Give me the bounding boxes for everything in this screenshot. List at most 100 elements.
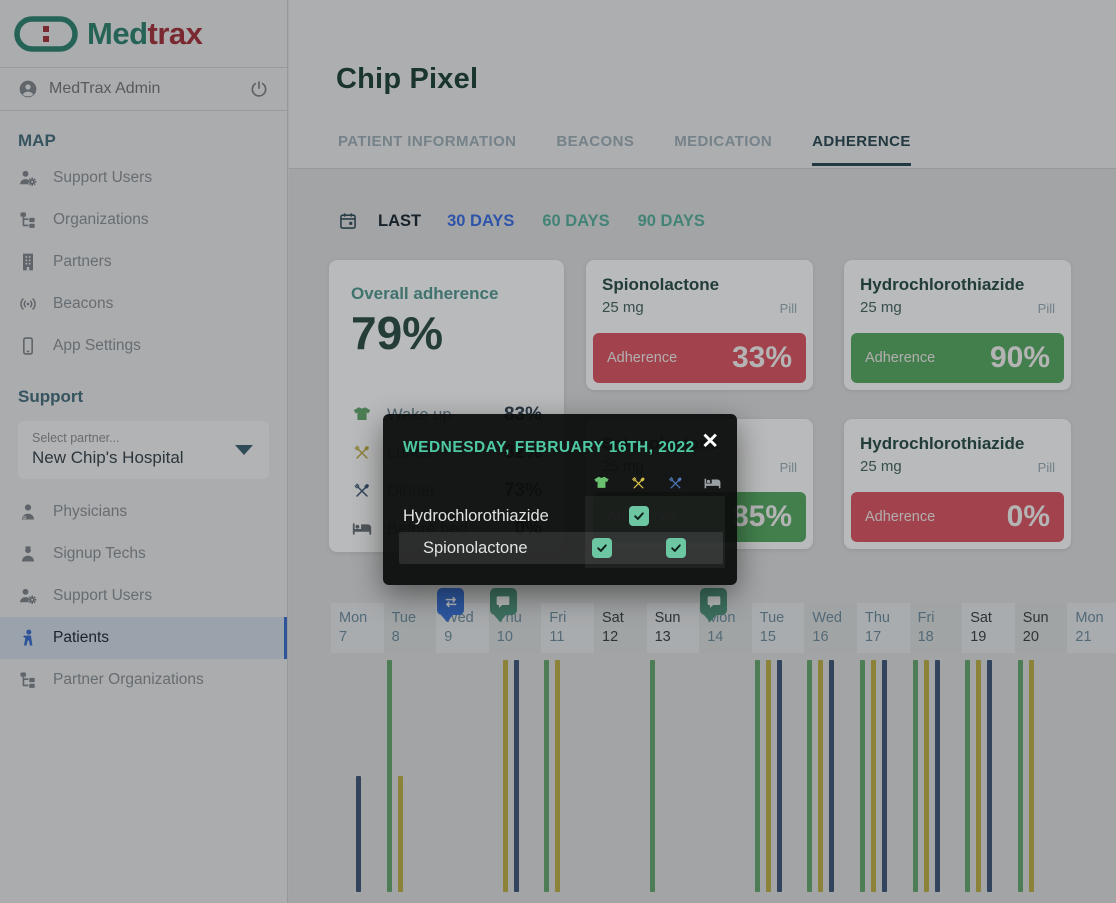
chart-day-thu-17[interactable]: Thu 17 xyxy=(857,603,910,653)
sidebar-item-label: Support Users xyxy=(53,169,153,186)
day-name: Mon xyxy=(339,610,368,626)
tooltip-row-hydrochlorothiazide: Hydrochlorothiazide xyxy=(383,500,737,532)
sidebar-section-header-support: Support xyxy=(18,387,84,406)
day-number: 9 xyxy=(444,628,453,645)
sidebar-item-signup-techs[interactable]: Signup Techs xyxy=(0,533,287,575)
close-icon[interactable]: ✕ xyxy=(701,430,719,453)
chart-day-tue-15[interactable]: Tue 15 xyxy=(752,603,805,653)
day-name: Mon xyxy=(1075,610,1104,626)
period-option-30-days[interactable]: 30 DAYS xyxy=(447,211,515,230)
day-number: 10 xyxy=(496,628,513,645)
tooltip-dose-cell-dinner[interactable] xyxy=(657,538,694,558)
tooltip-column-lunch xyxy=(620,474,657,493)
sidebar-item-label: Partners xyxy=(53,253,112,270)
sidebar-sections: MAP Support Users Organizations Partners Bea… xyxy=(0,111,287,701)
bar-wake-up-tue-8 xyxy=(386,660,392,892)
before-bed-icon xyxy=(351,518,373,540)
brand-logo[interactable]: Medtrax xyxy=(0,0,287,68)
chart-day-mon-7[interactable]: Mon 7 xyxy=(331,603,384,653)
tab-medication[interactable]: MEDICATION xyxy=(674,133,773,150)
bar-lunch-wed-16 xyxy=(818,660,824,892)
day-name: Wed xyxy=(812,610,842,626)
medication-dose: 25 mg xyxy=(860,458,902,475)
day-number: 19 xyxy=(970,628,987,645)
sidebar-item-support-users[interactable]: Support Users xyxy=(0,575,287,617)
logout-power-button[interactable] xyxy=(249,79,269,99)
period-option-90-days[interactable]: 90 DAYS xyxy=(637,211,705,230)
sidebar-item-patients[interactable]: Patients xyxy=(0,617,287,659)
sidebar-item-support-users[interactable]: Support Users xyxy=(0,157,287,199)
user-gear-icon xyxy=(18,168,38,188)
chart-day-fri-18[interactable]: Fri 18 xyxy=(909,603,963,653)
day-number: 16 xyxy=(812,628,829,645)
chart-day-wed-16[interactable]: Wed 16 xyxy=(804,603,857,653)
org-icon xyxy=(18,210,38,230)
tooltip-date-title: WEDNESDAY, FEBRUARY 16TH, 2022 xyxy=(403,439,695,456)
sidebar-item-beacons[interactable]: Beacons xyxy=(0,283,287,325)
bar-lunch-tue-8 xyxy=(397,776,403,892)
comment-marker-icon-mon-14[interactable] xyxy=(700,588,728,622)
bar-dinner-thu-10 xyxy=(513,660,519,892)
bar-wake-up-fri-11 xyxy=(544,660,550,892)
admin-user-label: MedTrax Admin xyxy=(49,80,161,97)
tab-adherence[interactable]: ADHERENCE xyxy=(812,133,911,166)
bar-lunch-sat-19 xyxy=(976,660,982,892)
medication-dose: 25 mg xyxy=(860,299,902,316)
sidebar-item-partner-organizations[interactable]: Partner Organizations xyxy=(0,659,287,701)
tooltip-dose-cells xyxy=(583,500,731,532)
day-name: Tue xyxy=(759,610,785,626)
day-number: 13 xyxy=(654,628,671,645)
chart-day-mon-21[interactable]: Mon 21 xyxy=(1067,603,1116,653)
bar-dinner-mon-7 xyxy=(356,776,361,892)
tooltip-dose-cell-lunch[interactable] xyxy=(620,506,657,526)
partner-select[interactable]: Select partner... New Chip's Hospital xyxy=(18,421,269,479)
sidebar-section-header-map: MAP xyxy=(18,131,56,150)
chart-day-sun-20[interactable]: Sun 20 xyxy=(1014,603,1068,653)
day-name: Fri xyxy=(917,610,935,626)
adherence-value: 0% xyxy=(1006,500,1050,533)
admin-user-row: MedTrax Admin xyxy=(0,68,287,111)
comment-marker-icon-thu-10[interactable] xyxy=(489,588,517,622)
medication-subline: 25 mg Pill xyxy=(860,299,1055,316)
bar-wake-up-sun-13 xyxy=(649,660,655,892)
bar-dinner-fri-18 xyxy=(934,660,940,892)
tooltip-dose-cell-wake-up[interactable] xyxy=(583,538,620,558)
day-number: 17 xyxy=(865,628,882,645)
dose-checkbox-checked[interactable] xyxy=(591,538,612,558)
tooltip-column-wake-up xyxy=(583,474,620,493)
day-name: Tue xyxy=(391,610,417,626)
dose-checkbox-checked[interactable] xyxy=(665,538,686,558)
partner-select-value: New Chip's Hospital xyxy=(32,448,184,467)
tab-beacons[interactable]: BEACONS xyxy=(556,133,635,150)
sidebar-item-label: Beacons xyxy=(53,295,114,312)
wake-up-icon xyxy=(592,474,611,493)
tab-patient-information[interactable]: PATIENT INFORMATION xyxy=(338,133,517,150)
chart-day-sat-19[interactable]: Sat 19 xyxy=(962,603,1015,653)
building-icon xyxy=(18,252,38,272)
sidebar-item-physicians[interactable]: Physicians xyxy=(0,491,287,533)
day-name: Fri xyxy=(549,610,567,626)
chart-day-fri-11[interactable]: Fri 11 xyxy=(541,603,594,653)
medication-form: Pill xyxy=(779,460,797,475)
day-number: 20 xyxy=(1022,628,1039,645)
chart-day-sat-12[interactable]: Sat 12 xyxy=(594,603,647,653)
sidebar-item-app-settings[interactable]: App Settings xyxy=(0,325,287,367)
sidebar: Medtrax MedTrax Admin MAP Support Users Or… xyxy=(0,0,288,903)
chart-day-sun-13[interactable]: Sun 13 xyxy=(647,603,700,653)
overall-adherence-value: 79% xyxy=(351,307,444,359)
adherence-label: Adherence xyxy=(607,350,678,366)
chart-day-tue-8[interactable]: Tue 8 xyxy=(383,603,437,653)
user-gear-icon xyxy=(18,586,38,606)
bar-dinner-tue-15 xyxy=(776,660,782,892)
lunch-icon xyxy=(351,442,373,464)
brand-name-secondary: trax xyxy=(147,15,203,51)
sidebar-item-organizations[interactable]: Organizations xyxy=(0,199,287,241)
swap-marker-icon-wed-9[interactable] xyxy=(437,588,465,622)
dose-checkbox-checked[interactable] xyxy=(628,506,649,526)
doctor-icon xyxy=(18,502,38,522)
sidebar-item-partners[interactable]: Partners xyxy=(0,241,287,283)
period-option-60-days[interactable]: 60 DAYS xyxy=(542,211,610,230)
medication-subline: 25 mg Pill xyxy=(602,299,797,316)
bar-wake-up-wed-16 xyxy=(807,660,813,892)
day-number: 18 xyxy=(917,628,934,645)
